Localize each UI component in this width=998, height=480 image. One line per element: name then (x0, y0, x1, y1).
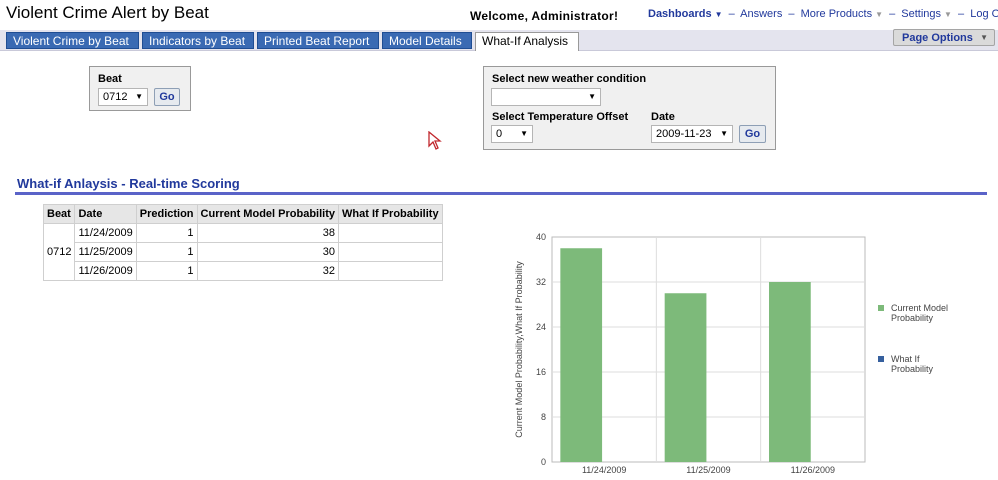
y-tick-label: 32 (536, 277, 546, 287)
header-bar: Violent Crime Alert by Beat Welcome, Adm… (0, 0, 998, 30)
bar (769, 282, 811, 462)
nav-answers-link[interactable]: Answers (740, 8, 783, 20)
section-title: What-if Anlaysis - Real-time Scoring (17, 176, 240, 191)
table-row: 0712 11/24/2009 1 38 (42, 223, 443, 281)
tab-printed-beat-report[interactable]: Printed Beat Report (257, 32, 379, 49)
dropdown-arrow-icon: ▼ (135, 92, 143, 101)
legend-swatch (878, 305, 884, 311)
weather-label: Select new weather condition (492, 73, 647, 85)
chevron-down-icon[interactable]: ▼ (875, 10, 884, 19)
legend-label: Probability (891, 364, 934, 374)
y-tick-label: 16 (536, 367, 546, 377)
beat-select-value: 0712 (103, 91, 128, 103)
x-tick-label: 11/26/2009 (791, 465, 835, 475)
nav-logout-link[interactable]: Log Out (970, 8, 998, 20)
column-header-current-model-probability[interactable]: Current Model Probability (196, 204, 340, 224)
weather-condition-select[interactable]: ▼ (491, 88, 601, 106)
beat-label: Beat (98, 73, 122, 85)
dropdown-arrow-icon: ▼ (520, 129, 528, 138)
table-row: 11/25/2009 1 30 (44, 242, 443, 262)
legend-label: Current Model (891, 303, 948, 313)
mouse-cursor-icon (428, 131, 442, 150)
date-label: Date (651, 111, 675, 123)
whatif-go-button[interactable]: Go (739, 125, 766, 143)
date-cell: 11/25/2009 (74, 242, 137, 262)
table-row: 11/26/2009 1 32 (44, 261, 443, 281)
y-tick-label: 8 (541, 412, 546, 422)
whatif-prompt-panel: Select new weather condition ▼ Select Te… (483, 66, 776, 150)
column-header-prediction[interactable]: Prediction (135, 204, 198, 224)
chevron-down-icon: ▼ (980, 33, 988, 42)
column-header-what-if-probability[interactable]: What If Probability (338, 204, 443, 224)
scoring-table: Beat Date Prediction Current Model Proba… (42, 204, 443, 281)
welcome-text: Welcome, Administrator! (470, 9, 619, 23)
dropdown-arrow-icon: ▼ (588, 92, 596, 101)
column-header-date[interactable]: Date (74, 204, 137, 224)
probability-bar-chart: 0 8 16 24 32 40 11/24/2009 11/25/2009 11/26/2009… (514, 232, 948, 475)
y-tick-label: 24 (536, 322, 546, 332)
dropdown-arrow-icon: ▼ (720, 129, 728, 138)
current-probability-cell: 38 (196, 223, 340, 243)
page-title: Violent Crime Alert by Beat (6, 3, 209, 22)
temperature-offset-label: Select Temperature Offset (492, 111, 629, 123)
global-nav: Dashboards ▼ – Answers – More Products ▼ –… (648, 8, 998, 20)
nav-separator: – (958, 8, 965, 20)
date-select-value: 2009-11-23 (656, 128, 712, 140)
legend-swatch (878, 356, 884, 362)
dashboard-tab-strip: Violent Crime by Beat Indicators by Beat… (0, 30, 998, 51)
chevron-down-icon[interactable]: ▼ (944, 10, 952, 19)
tab-violent-crime-by-beat[interactable]: Violent Crime by Beat (6, 32, 139, 49)
beat-prompt-panel: Beat 0712 ▼ Go (89, 66, 191, 111)
current-probability-cell: 32 (196, 261, 340, 281)
nav-separator: – (728, 8, 735, 20)
whatif-probability-cell (338, 242, 443, 262)
whatif-probability-cell (338, 261, 443, 281)
prediction-cell: 1 (135, 223, 198, 243)
date-cell: 11/24/2009 (74, 223, 137, 243)
tab-what-if-analysis[interactable]: What-If Analysis (475, 32, 579, 51)
legend-label: What If (891, 354, 920, 364)
table-header-row: Beat Date Prediction Current Model Proba… (42, 204, 443, 224)
prediction-cell: 1 (135, 261, 198, 281)
bar (664, 293, 707, 462)
legend-label: Probability (891, 313, 934, 323)
beat-select[interactable]: 0712 ▼ (98, 88, 148, 106)
nav-settings-link[interactable]: Settings (901, 8, 942, 20)
nav-more-products-link[interactable]: More Products (800, 8, 873, 20)
page-options-label: Page Options (902, 32, 973, 44)
page-options-button[interactable]: Page Options ▼ (893, 29, 995, 46)
y-tick-label: 40 (536, 232, 546, 242)
chevron-down-icon[interactable]: ▼ (714, 10, 723, 19)
nav-dashboards-link[interactable]: Dashboards (648, 8, 712, 20)
temperature-offset-select[interactable]: 0 ▼ (491, 125, 533, 143)
column-header-beat[interactable]: Beat (42, 204, 76, 224)
y-tick-label: 0 (541, 457, 546, 467)
beat-go-button[interactable]: Go (154, 88, 180, 106)
prediction-cell: 1 (135, 242, 198, 262)
date-select[interactable]: 2009-11-23 ▼ (651, 125, 733, 143)
x-tick-label: 11/24/2009 (582, 465, 626, 475)
nav-separator: – (889, 8, 896, 20)
x-tick-label: 11/25/2009 (686, 465, 730, 475)
tab-model-details[interactable]: Model Details (382, 32, 472, 49)
tab-indicators-by-beat[interactable]: Indicators by Beat (142, 32, 254, 49)
plot-area (551, 236, 866, 463)
beat-cell: 0712 (42, 223, 76, 281)
nav-separator: – (788, 8, 795, 20)
whatif-probability-cell (338, 223, 443, 243)
y-axis-label: Current Model Probability,What If Probab… (514, 261, 524, 438)
date-cell: 11/26/2009 (74, 261, 137, 281)
temperature-select-value: 0 (496, 128, 503, 140)
section-divider (15, 192, 987, 195)
current-probability-cell: 30 (196, 242, 340, 262)
bar (560, 248, 603, 462)
